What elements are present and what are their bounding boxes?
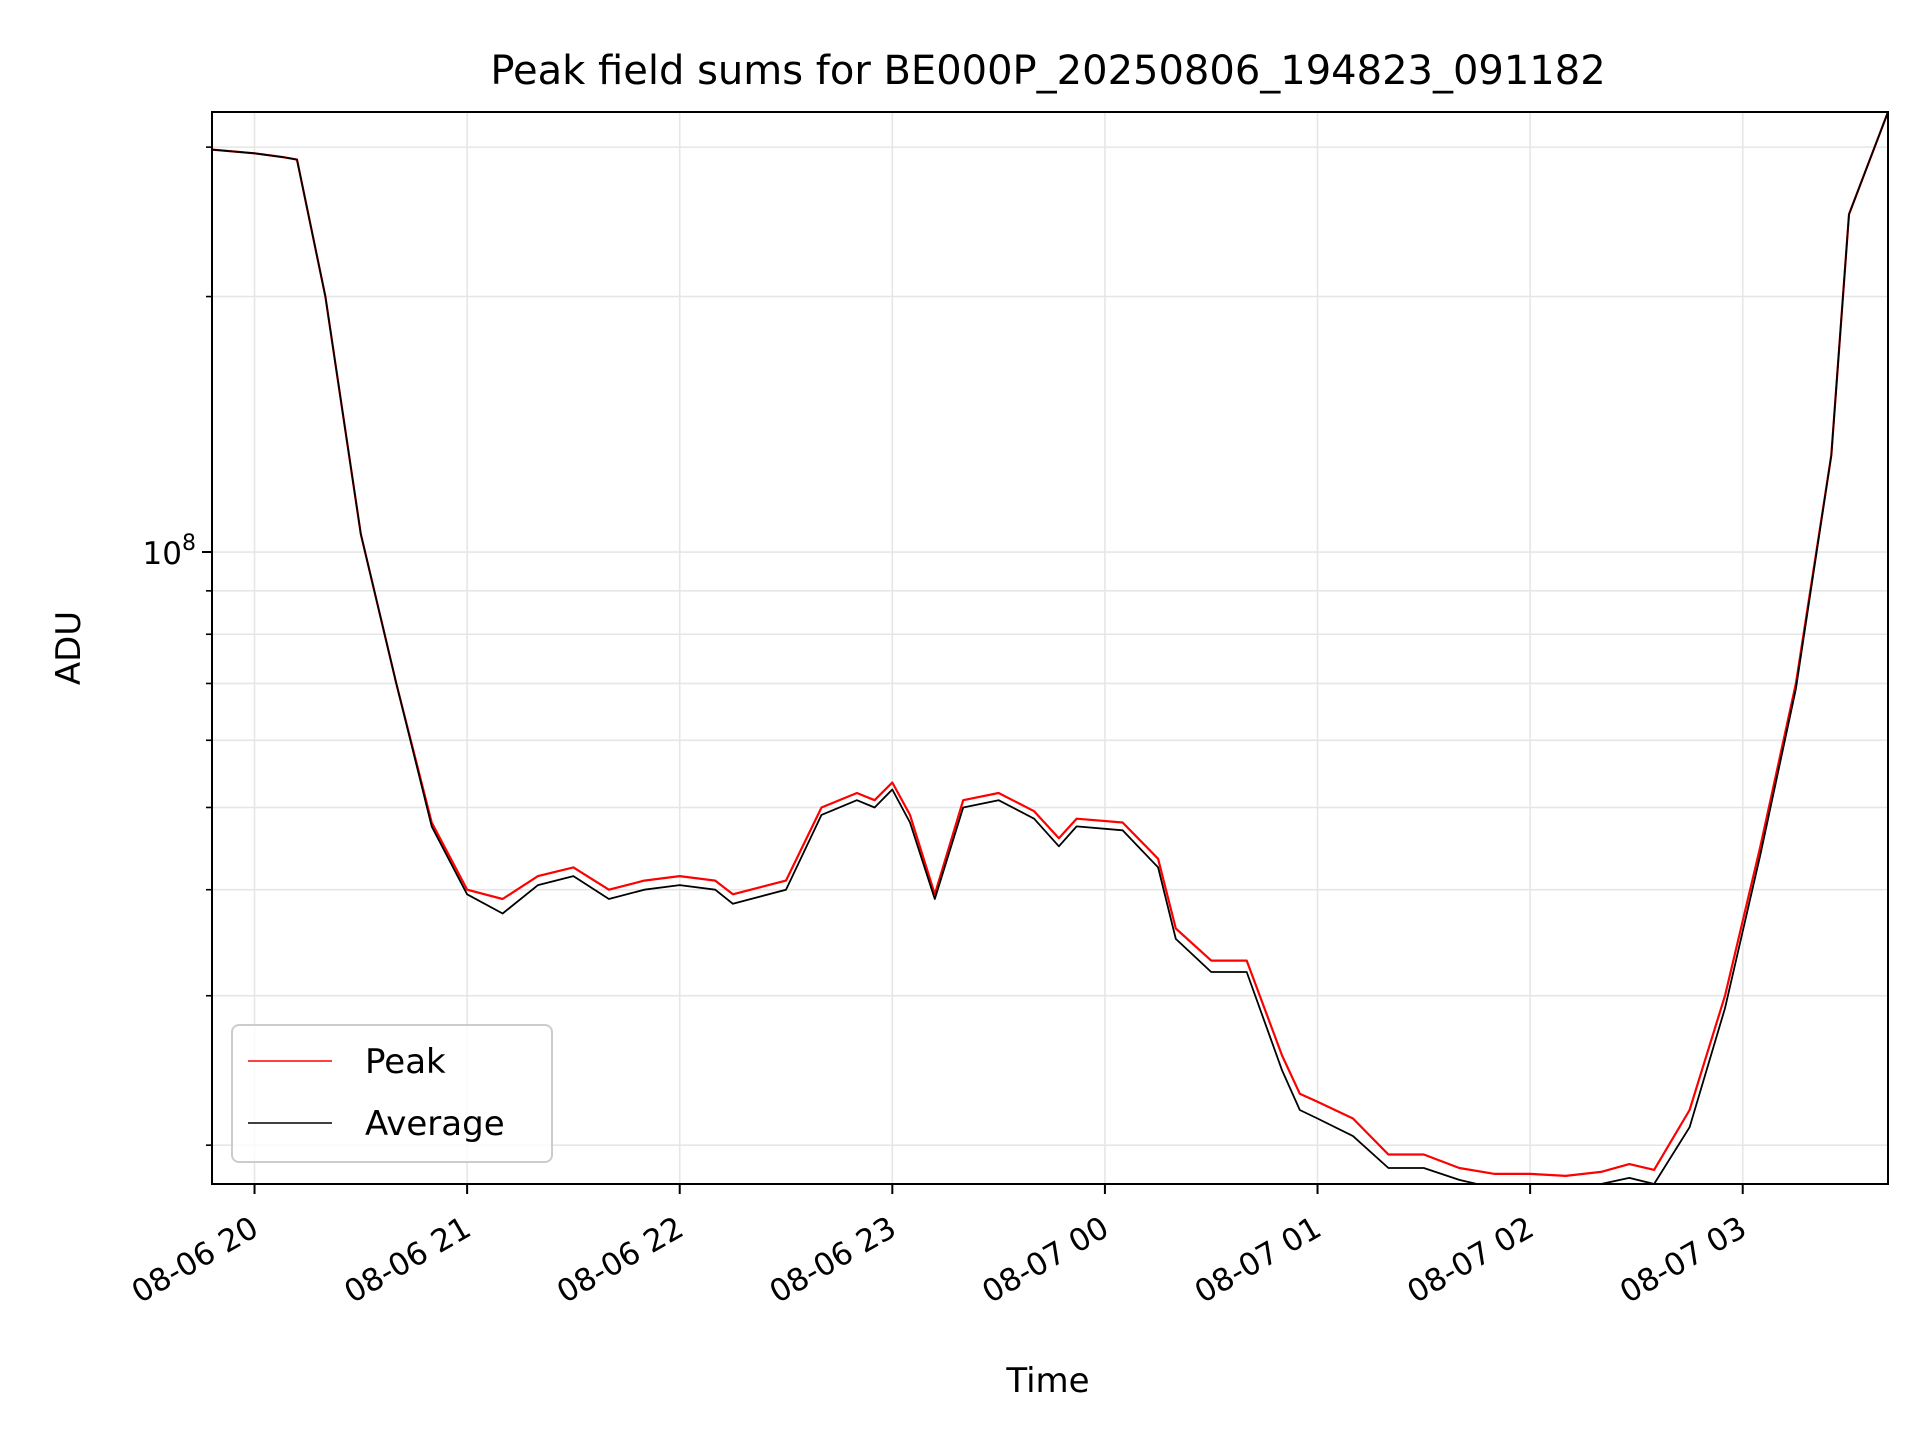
x-axis-label: Time (1005, 1361, 1089, 1401)
grid (212, 112, 1888, 1184)
series-layer (212, 112, 1888, 1184)
series-line-average (212, 112, 1888, 1184)
legend-box (231, 1024, 553, 1163)
plot-frame (211, 111, 1889, 1185)
chart-title: Peak field sums for BE000P_20250806_1948… (490, 48, 1605, 94)
legend-label-average: Average (365, 1104, 505, 1144)
y-axis-label: ADU (49, 611, 89, 685)
y-tick-label: 108 (143, 531, 196, 572)
series-line-peak (212, 112, 1888, 1178)
legend-label-peak: Peak (365, 1042, 446, 1082)
legend: Peak Average (231, 1024, 553, 1163)
